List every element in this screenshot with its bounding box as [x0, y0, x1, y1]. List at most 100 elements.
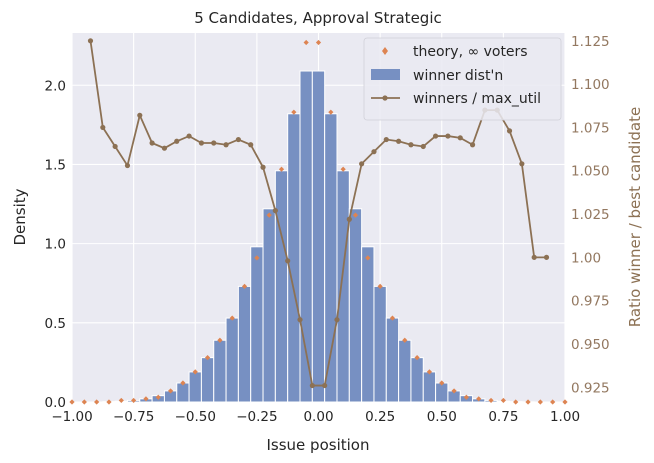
theory-point	[377, 283, 383, 289]
theory-point	[118, 397, 124, 404]
histogram-bar	[225, 317, 239, 403]
ratio-point	[531, 254, 537, 260]
ratio-point	[161, 145, 168, 151]
ratio-point	[445, 133, 451, 139]
theory-point	[513, 399, 519, 405]
histogram-bar	[311, 70, 326, 403]
y-tick-labels: 0.0 0.5 1.0 1.5 2.0	[45, 78, 66, 411]
y-tick-label: 1.0	[45, 237, 66, 253]
legend-item-ratio: winners / max_util	[371, 91, 541, 107]
histogram-bar	[176, 382, 190, 403]
y2-tick-label: 1.125	[571, 34, 610, 50]
histogram-bar	[262, 208, 276, 403]
theory-point	[106, 399, 112, 405]
theory-point	[340, 166, 346, 172]
ratio-point	[359, 161, 365, 167]
theory-point	[451, 388, 457, 394]
legend-item-theory: theory, ∞ voters	[382, 44, 528, 60]
histogram-bar	[274, 170, 289, 403]
legend-line-marker	[382, 95, 388, 101]
ratio-point	[346, 216, 352, 222]
histogram-bar	[435, 382, 449, 403]
y2-tick-labels: 0.925 0.950 0.975 1.00 1.025 1.050 1.075 1.100 1…	[571, 34, 610, 396]
theory-point	[254, 255, 260, 261]
y-tick-label: 1.5	[45, 157, 66, 173]
ratio-point	[506, 128, 513, 134]
histogram-bar	[336, 170, 350, 403]
theory-point	[562, 399, 568, 405]
x-axis-label: Issue position	[267, 436, 370, 454]
histogram-bar	[213, 339, 227, 403]
ratio-point	[285, 258, 291, 264]
histogram-bar	[410, 357, 424, 403]
y-tick-label: 0.0	[45, 395, 66, 411]
theory-point	[439, 380, 445, 386]
ratio-point	[186, 133, 192, 139]
ratio-point	[309, 382, 315, 389]
theory-point	[143, 396, 149, 402]
histogram-bar	[200, 357, 215, 403]
histogram-bar	[348, 208, 363, 403]
legend-diamond-marker	[382, 47, 388, 55]
histogram-bar	[250, 246, 264, 403]
y2-axis-label: Ratio winner / best candidate	[626, 107, 644, 327]
x-tick-label: −0.75	[113, 409, 154, 425]
theory-point	[463, 394, 469, 400]
theory-point	[488, 397, 494, 404]
chart-title: 5 Candidates, Approval Strategic	[194, 9, 441, 27]
histogram-bar	[398, 339, 412, 403]
legend: theory, ∞ voters winner dist'n winners /…	[363, 37, 562, 121]
y2-tick-label: 0.975	[571, 294, 610, 310]
y-tick-label: 0.5	[45, 316, 66, 332]
ratio-point	[272, 207, 278, 214]
legend-label-winner: winner dist'n	[413, 68, 503, 84]
ratio-point	[235, 136, 241, 143]
histogram-bar	[373, 285, 387, 403]
x-tick-label: 0.50	[427, 409, 457, 425]
theory-point	[328, 109, 334, 115]
ratio-point	[543, 254, 550, 260]
theory-point	[525, 399, 531, 405]
ratio-point	[137, 112, 143, 118]
ratio-point	[519, 161, 525, 167]
ratio-point	[112, 143, 118, 150]
ratio-point	[211, 140, 217, 146]
ratio-point	[408, 142, 414, 148]
x-tick-labels: −1.00 −0.75 −0.50 −0.25 0.00 0.25 0.50 0.75 1.00	[51, 409, 580, 425]
y2-tick-label: 1.00	[571, 250, 601, 266]
theory-point	[168, 388, 174, 394]
ratio-point	[198, 140, 205, 146]
y2-tick-label: 0.950	[571, 337, 610, 353]
histogram-bar	[188, 371, 202, 403]
legend-item-winner: winner dist'n	[371, 68, 503, 84]
theory-point	[352, 212, 359, 218]
ratio-point	[432, 133, 439, 139]
theory-point	[476, 396, 482, 402]
theory-point	[266, 212, 272, 218]
theory-point	[192, 369, 198, 375]
ratio-point	[297, 317, 303, 323]
ratio-point	[260, 164, 266, 170]
legend-bar-swatch	[371, 69, 400, 80]
theory-point	[389, 315, 396, 321]
theory-point	[315, 39, 322, 46]
theory-point	[69, 399, 75, 405]
ratio-point	[223, 142, 229, 148]
theory-point	[81, 399, 87, 405]
y2-tick-label: 1.075	[571, 120, 610, 136]
theory-point	[402, 337, 408, 343]
x-tick-label: 0.75	[488, 409, 518, 425]
y2-tick-label: 1.050	[571, 164, 610, 180]
theory-point	[365, 255, 371, 261]
histogram-bar	[385, 317, 400, 403]
y-tick-label: 2.0	[45, 78, 66, 94]
ratio-point	[149, 140, 155, 146]
histogram-bar	[324, 113, 338, 403]
histogram-bar	[237, 285, 252, 403]
theory-point	[291, 109, 297, 115]
ratio-point	[383, 136, 389, 143]
legend-label-theory: theory, ∞ voters	[413, 44, 528, 60]
ratio-point	[87, 38, 94, 44]
ratio-point	[124, 162, 131, 169]
